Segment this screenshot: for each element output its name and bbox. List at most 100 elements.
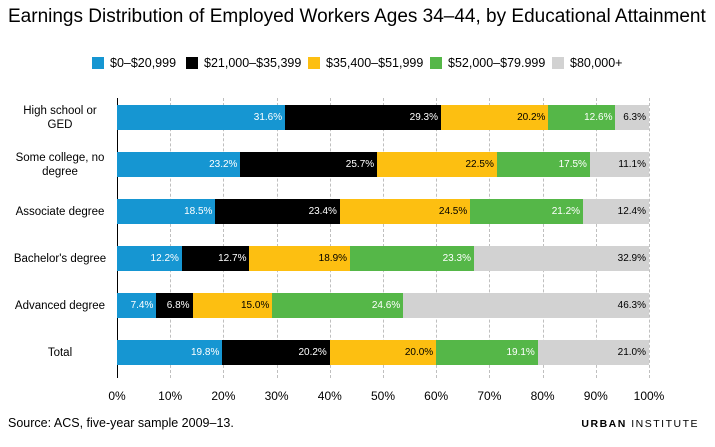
x-tick-label: 0% (108, 389, 126, 403)
x-tick-label: 100% (633, 389, 665, 403)
data-label: 46.3% (617, 300, 646, 311)
x-tick-label: 30% (264, 389, 289, 403)
gridline (596, 98, 597, 378)
legend-label: $0–$20,999 (110, 56, 177, 70)
category-label: Advanced degree (10, 299, 110, 313)
data-label: 23.3% (442, 253, 471, 264)
gridline (170, 98, 171, 378)
data-label: 21.0% (617, 347, 646, 358)
bar-segment (222, 340, 330, 365)
category-label-line: GED (47, 118, 73, 131)
data-label: 24.5% (438, 206, 468, 217)
bar-segment (548, 105, 616, 130)
data-label: 21.2% (551, 206, 581, 217)
data-label: 20.2% (298, 347, 327, 358)
x-tick-label: 50% (370, 389, 396, 403)
bar-segment (117, 293, 157, 318)
x-tick-label: 40% (317, 389, 342, 403)
bar-segment (117, 246, 182, 271)
legend-label: $21,000–$35,399 (204, 56, 302, 70)
legend-label: $80,000+ (570, 56, 623, 70)
data-label: 23.4% (308, 206, 337, 217)
data-label: 11.1% (618, 159, 646, 170)
data-label: 12.6% (584, 112, 613, 123)
bar-segment (181, 246, 250, 271)
data-label: 6.3% (623, 112, 646, 123)
legend-item: $35,400–$51,999 (308, 56, 423, 70)
data-label: 12.7% (218, 253, 247, 264)
legend-swatch (430, 57, 442, 69)
bar-segment (240, 152, 378, 177)
data-label: 7.4% (130, 300, 154, 311)
bar-segment (272, 293, 404, 318)
bar-segment (156, 293, 193, 318)
bar-segment (615, 105, 649, 130)
y-axis-line (117, 98, 118, 378)
bar-segment (339, 199, 471, 224)
bar-segment (117, 105, 286, 130)
bar-segment (117, 199, 216, 224)
legend-swatch (552, 57, 564, 69)
legend: $0–$20,999 $21,000–$35,399 $35,400–$51,999… (0, 56, 715, 76)
legend-item: $80,000+ (552, 56, 622, 70)
category-label-line: degree (42, 165, 78, 178)
bar-segment (285, 105, 441, 130)
data-label: 20.2% (517, 112, 546, 123)
bar-segment (583, 199, 649, 224)
legend-swatch (308, 57, 320, 69)
legend-item: $21,000–$35,399 (186, 56, 301, 70)
gridline (543, 98, 544, 378)
gridline (330, 98, 331, 378)
category-label: Total (10, 346, 110, 360)
gridline (436, 98, 437, 378)
category-label-line: Bachelor's degree (13, 252, 107, 265)
brand-bold: URBAN (581, 418, 627, 430)
category-label: Bachelor's degree (10, 252, 110, 266)
x-tick-label: 60% (424, 389, 449, 403)
legend-label: $52,000–$79.999 (448, 56, 546, 70)
x-tick-label: 90% (583, 389, 608, 403)
gridline (649, 98, 650, 378)
x-tick-label: 10% (158, 389, 183, 403)
data-label: 15.0% (241, 300, 270, 311)
data-label: 20.0% (404, 347, 434, 358)
data-label: 22.5% (465, 159, 494, 170)
gridline (223, 98, 224, 378)
category-label: High school or GED (10, 104, 110, 132)
category-label-line: High school or (23, 104, 97, 117)
data-label: 31.6% (253, 112, 283, 123)
bar-segment (249, 246, 350, 271)
bar-segment (470, 199, 584, 224)
brand-rest: INSTITUTE (626, 418, 699, 430)
data-label: 19.8% (190, 347, 220, 358)
source-note: Source: ACS, five-year sample 2009–13. (8, 416, 234, 430)
legend-item: $52,000–$79.999 (430, 56, 545, 70)
legend-swatch (186, 57, 198, 69)
bar-segment (436, 340, 538, 365)
data-label: 19.1% (506, 347, 535, 358)
x-tick-label: 70% (477, 389, 502, 403)
bar-segment (589, 152, 649, 177)
data-label: 29.3% (409, 112, 438, 123)
legend-item: $0–$20,999 (92, 56, 176, 70)
legend-label: $35,400–$51,999 (326, 56, 424, 70)
data-label: 17.5% (558, 159, 587, 170)
bar-segment (117, 340, 223, 365)
gridline (489, 98, 490, 378)
bar-segment (440, 105, 549, 130)
bar-segment (537, 340, 649, 365)
data-label: 6.8% (166, 300, 190, 311)
data-label: 32.9% (617, 253, 646, 264)
chart-title: Earnings Distribution of Employed Worker… (8, 6, 706, 27)
bar-segment (496, 152, 590, 177)
legend-swatch (92, 57, 104, 69)
bar-segment (403, 293, 649, 318)
brand-logo: URBAN INSTITUTE (581, 418, 699, 430)
bar-segment (473, 246, 649, 271)
data-label: 23.2% (209, 159, 238, 170)
x-tick-label: 80% (530, 389, 555, 403)
data-label: 18.9% (318, 253, 348, 264)
category-label-line: Total (47, 346, 73, 359)
category-label-line: Advanced degree (14, 299, 106, 312)
bar-segment (377, 152, 497, 177)
